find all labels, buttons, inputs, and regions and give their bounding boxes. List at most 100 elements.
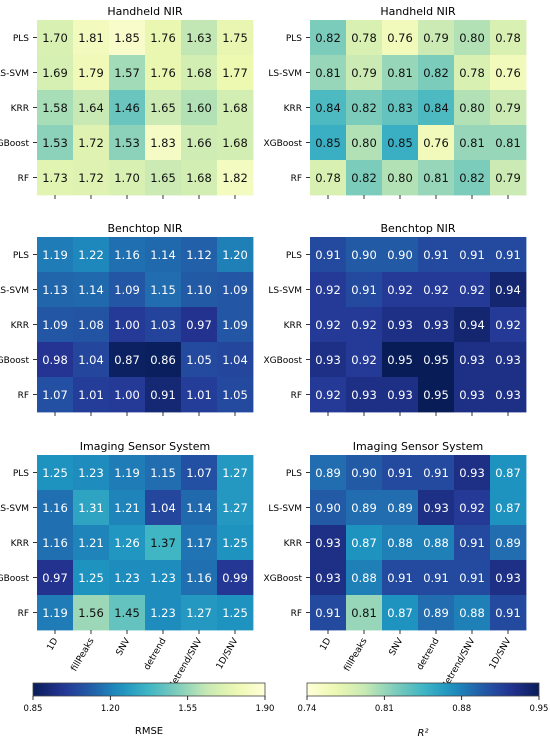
cell-label: 0.82 bbox=[459, 171, 485, 185]
cell-label: 1.17 bbox=[186, 536, 212, 550]
cell-label: 0.91 bbox=[315, 248, 341, 262]
cell-label: 0.97 bbox=[42, 571, 68, 585]
cell-label: 1.04 bbox=[150, 501, 176, 515]
colorbar-rmse-label: RMSE bbox=[135, 726, 163, 737]
heatmap-cell bbox=[346, 272, 383, 308]
col-label: detrend/SNV bbox=[168, 636, 206, 691]
heatmap-cell bbox=[109, 455, 146, 491]
row-label: KRR bbox=[11, 539, 29, 549]
cell-label: 1.16 bbox=[42, 501, 68, 515]
cell-label: 0.93 bbox=[387, 318, 413, 332]
cell-label: 0.91 bbox=[495, 606, 521, 620]
heatmap-cell bbox=[490, 490, 527, 526]
cell-label: 1.12 bbox=[186, 248, 212, 262]
cell-label: 1.37 bbox=[150, 536, 176, 550]
heatmap-cell bbox=[181, 455, 218, 491]
cell-label: 0.93 bbox=[315, 353, 341, 367]
cell-label: 1.19 bbox=[42, 606, 68, 620]
cell-label: 1.04 bbox=[78, 353, 104, 367]
row-label: XGBoost bbox=[0, 356, 29, 366]
heatmap-cell bbox=[346, 125, 383, 161]
cell-label: 1.10 bbox=[186, 283, 212, 297]
heatmap-cell bbox=[454, 307, 491, 343]
heatmap-cell bbox=[73, 490, 110, 526]
row-label: XGBoost bbox=[263, 356, 302, 366]
heatmap-cell bbox=[382, 90, 419, 126]
heatmap-cell bbox=[37, 90, 74, 126]
cell-label: 1.14 bbox=[186, 501, 212, 515]
cell-label: 0.92 bbox=[351, 318, 377, 332]
row-label: XGBoost bbox=[0, 574, 29, 584]
colorbar-r2-ticks: 0.74 0.81 0.88 0.95 bbox=[298, 696, 548, 714]
cell-label: 1.15 bbox=[150, 466, 176, 480]
cell-label: 1.25 bbox=[78, 571, 104, 585]
col-label: fillPeaks bbox=[70, 636, 97, 673]
heatmap-cell bbox=[181, 525, 218, 561]
cell-label: 1.57 bbox=[114, 66, 140, 80]
cell-label: 1.09 bbox=[222, 283, 248, 297]
panel-title: Benchtop NIR bbox=[108, 222, 183, 235]
cell-label: 1.05 bbox=[186, 353, 212, 367]
heatmap-cell bbox=[454, 560, 491, 596]
colorbar-r2: 0.74 0.81 0.88 0.95 R² bbox=[298, 682, 548, 739]
row-label: PLS bbox=[286, 34, 302, 44]
cell-label: 1.09 bbox=[42, 318, 68, 332]
cell-label: 1.75 bbox=[222, 31, 248, 45]
heatmap-cell bbox=[73, 237, 110, 273]
heatmap-cell bbox=[382, 342, 419, 378]
heatmap-cell bbox=[310, 307, 347, 343]
row-label: PLS bbox=[13, 469, 29, 479]
cell-label: 0.93 bbox=[495, 353, 521, 367]
cell-label: 0.93 bbox=[459, 466, 485, 480]
cell-label: 0.91 bbox=[423, 466, 449, 480]
heatmap-cell bbox=[181, 377, 218, 413]
cell-label: 1.09 bbox=[222, 318, 248, 332]
heatmap-cell bbox=[418, 490, 455, 526]
heatmap-cell bbox=[382, 455, 419, 491]
cell-label: 1.79 bbox=[78, 66, 104, 80]
row-label: XGBoost bbox=[263, 139, 302, 149]
heatmap-cell bbox=[181, 160, 218, 196]
cell-label: 0.76 bbox=[387, 31, 413, 45]
heatmap-cell bbox=[382, 377, 419, 413]
cell-label: 1.76 bbox=[150, 66, 176, 80]
cell-label: 0.85 bbox=[387, 136, 413, 150]
row-label: KRR bbox=[284, 539, 302, 549]
cell-label: 0.83 bbox=[387, 101, 413, 115]
heatmap-cell bbox=[145, 272, 182, 308]
heatmap-cell bbox=[217, 595, 254, 631]
cell-label: 0.79 bbox=[495, 101, 521, 115]
cell-label: 0.93 bbox=[459, 353, 485, 367]
heatmap-panel-5: Imaging Sensor System PLS 1.25 1.23 1.19 1.15… bbox=[0, 440, 254, 691]
cell-label: 0.90 bbox=[387, 248, 413, 262]
heatmap-cell bbox=[217, 377, 254, 413]
heatmap-cell bbox=[37, 20, 74, 56]
row-label: RF bbox=[291, 609, 302, 619]
cell-label: 1.09 bbox=[114, 283, 140, 297]
cell-label: 0.92 bbox=[387, 283, 413, 297]
cell-label: 1.15 bbox=[150, 283, 176, 297]
heatmap-cell bbox=[346, 490, 383, 526]
heatmap-cell bbox=[37, 160, 74, 196]
heatmap-cell bbox=[217, 455, 254, 491]
heatmap-cell bbox=[418, 90, 455, 126]
cell-label: 1.21 bbox=[78, 536, 104, 550]
cell-label: 0.80 bbox=[351, 136, 377, 150]
heatmap-cell bbox=[73, 595, 110, 631]
cell-label: 0.80 bbox=[387, 171, 413, 185]
heatmap-cell bbox=[217, 55, 254, 91]
cell-label: 0.88 bbox=[387, 536, 413, 550]
cell-label: 0.97 bbox=[186, 318, 212, 332]
heatmap-cell bbox=[109, 560, 146, 596]
row-label: LS-SVM bbox=[0, 69, 29, 79]
cell-label: 1.19 bbox=[42, 248, 68, 262]
col-label: SNV bbox=[388, 636, 406, 658]
cell-label: 0.90 bbox=[351, 466, 377, 480]
heatmap-cell bbox=[346, 455, 383, 491]
cell-label: 1.00 bbox=[114, 388, 140, 402]
heatmap-cell bbox=[181, 560, 218, 596]
col-label: 1D/SNV bbox=[215, 636, 241, 671]
cell-label: 1.72 bbox=[78, 171, 104, 185]
cell-label: 1.27 bbox=[186, 606, 212, 620]
colorbar-rmse: 0.85 1.20 1.55 1.90 RMSE bbox=[24, 682, 274, 737]
